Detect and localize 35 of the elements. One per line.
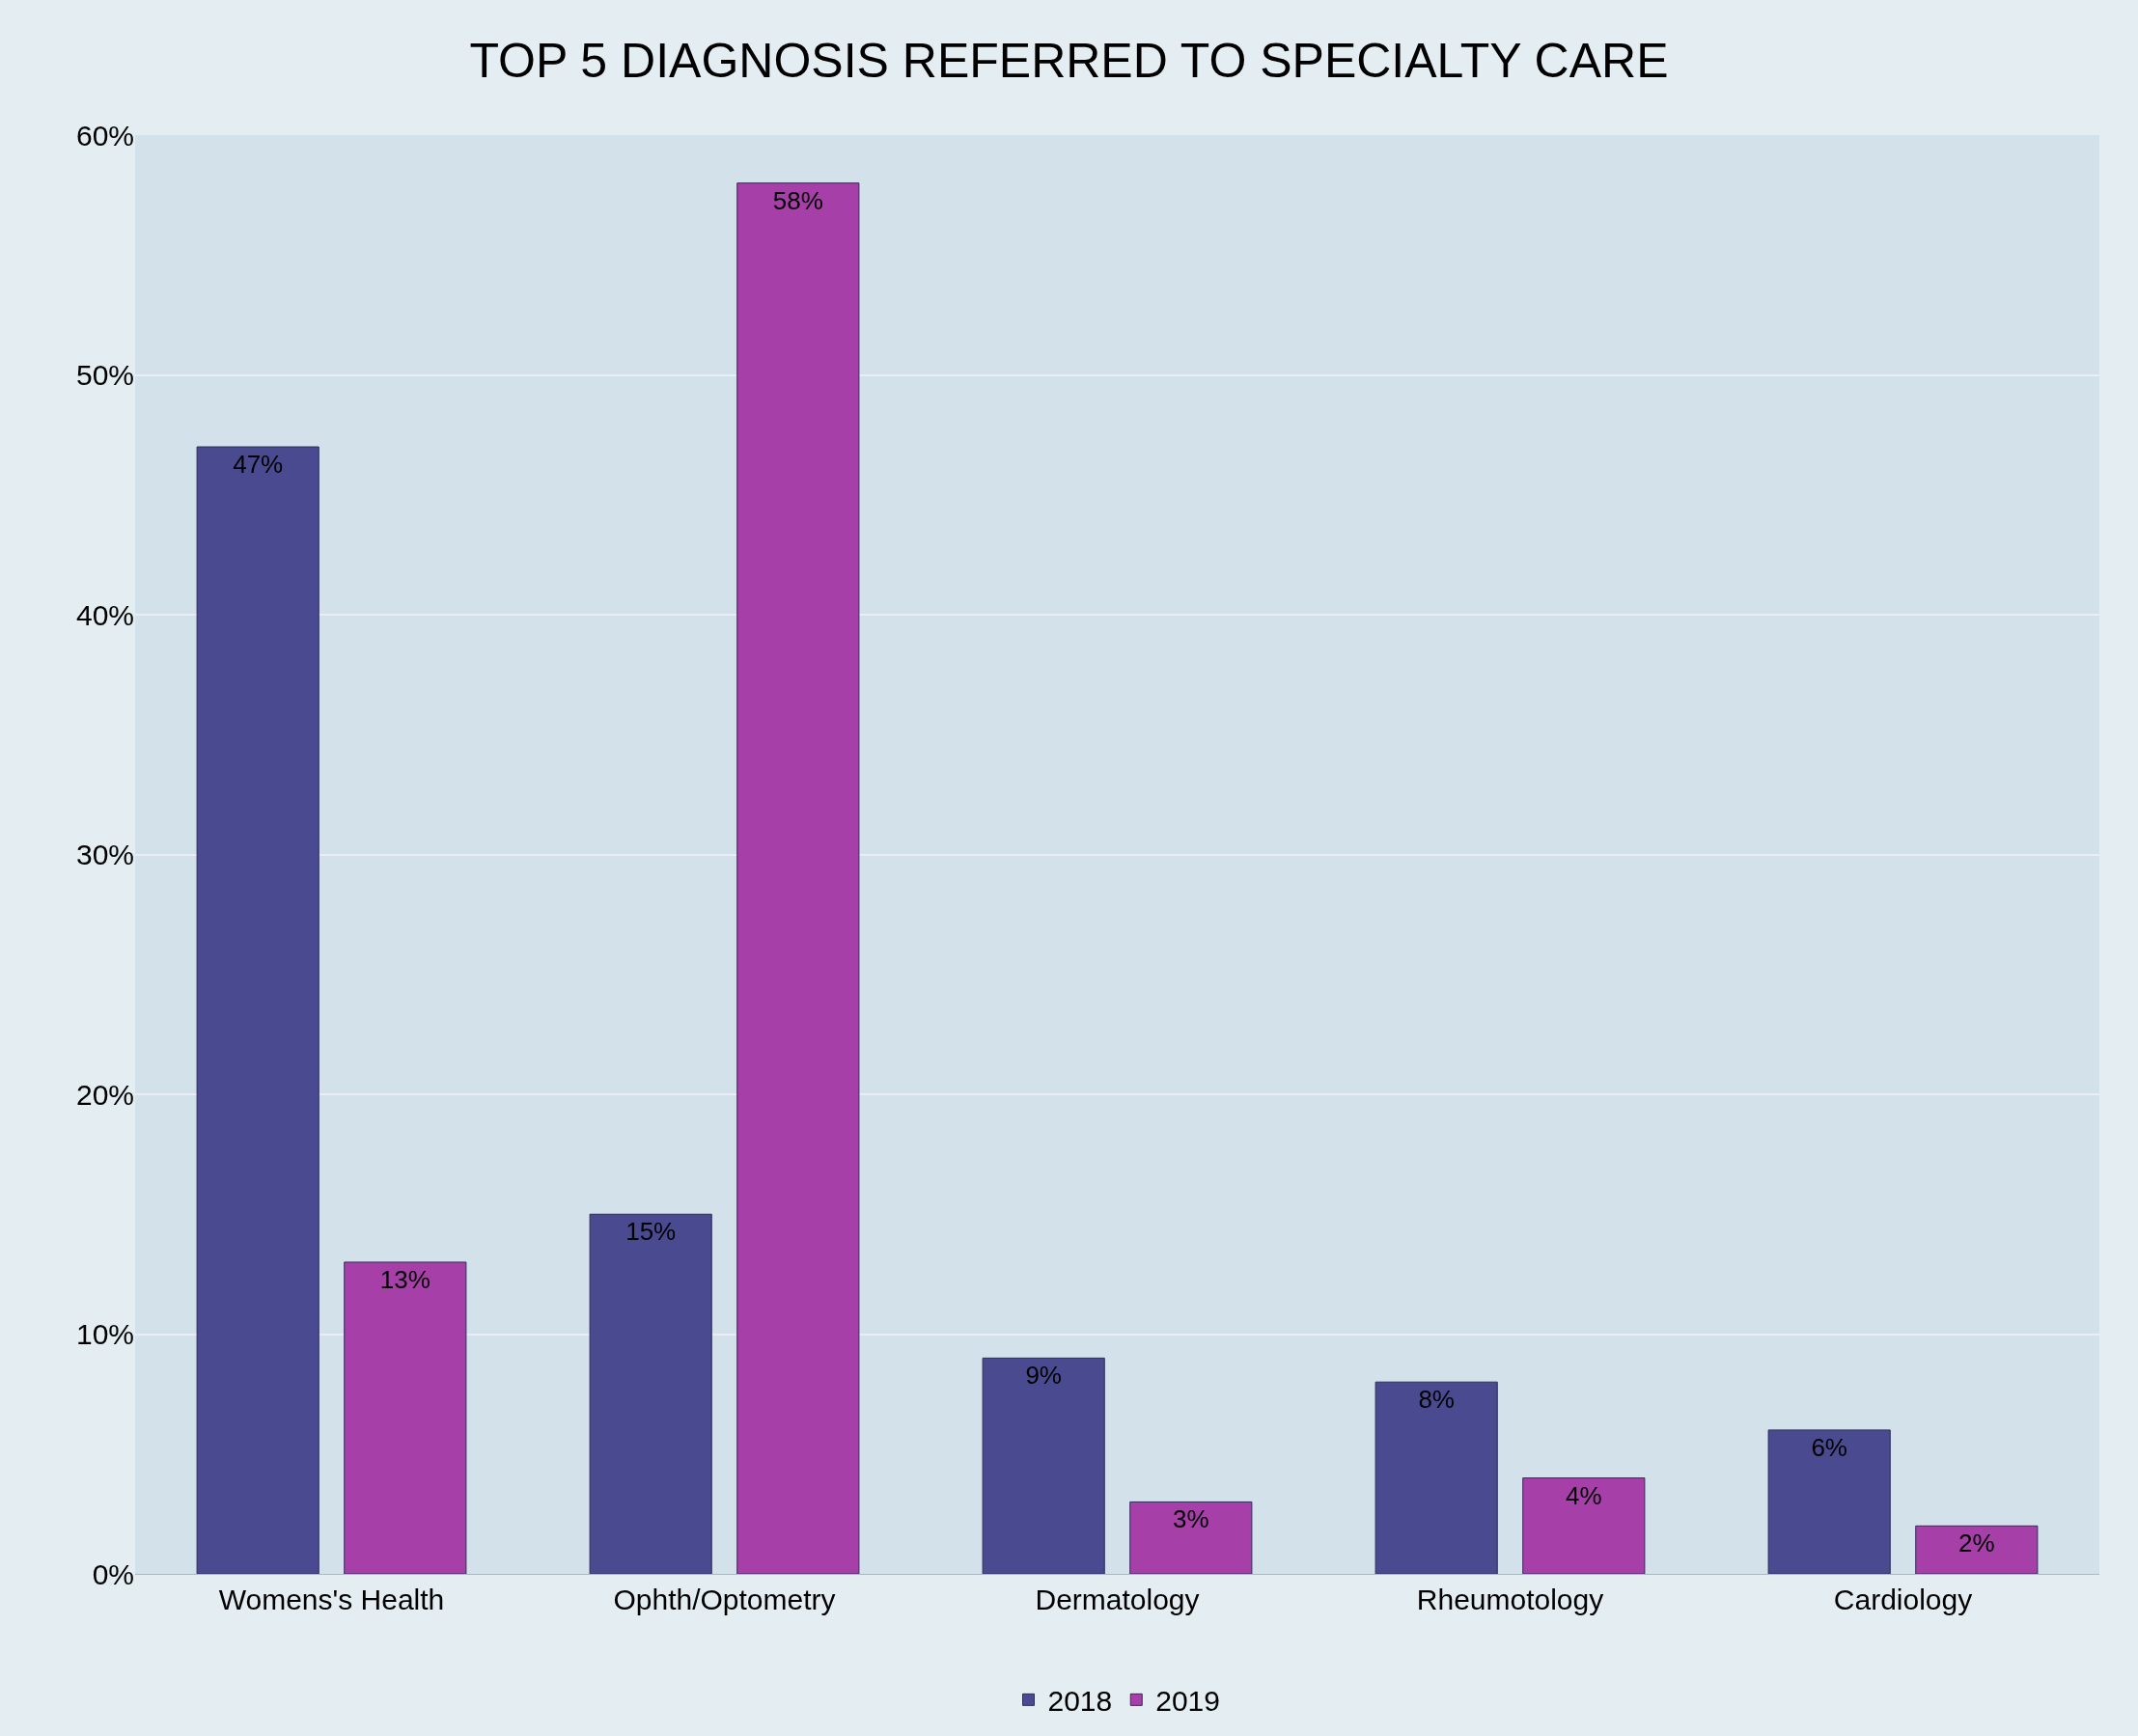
y-tick-label: 10% <box>75 1318 134 1350</box>
data-label: 6% <box>1811 1432 1847 1462</box>
legend-label: 2019 <box>1155 1685 1220 1718</box>
x-tick-label: Dermatology <box>1035 1584 1200 1615</box>
y-tick-label: 30% <box>75 839 134 870</box>
data-label: 3% <box>1173 1504 1209 1534</box>
x-tick-label: Womens's Health <box>218 1584 445 1615</box>
data-label: 47% <box>233 450 284 480</box>
y-tick-label: 50% <box>75 359 134 391</box>
data-label: 8% <box>1418 1385 1455 1415</box>
bar <box>1915 1525 2039 1574</box>
bar <box>589 1213 712 1574</box>
bar <box>982 1357 1105 1574</box>
data-label: 13% <box>379 1264 430 1294</box>
y-tick-label: 40% <box>75 598 134 631</box>
bar <box>196 446 319 1574</box>
bar <box>1374 1381 1498 1574</box>
data-label: 15% <box>625 1217 677 1247</box>
bar <box>1129 1501 1253 1574</box>
data-label: 58% <box>772 185 823 215</box>
bar <box>1522 1477 1646 1574</box>
y-tick-label: 20% <box>75 1078 134 1111</box>
y-tick-label: 0% <box>92 1557 134 1590</box>
chart-title: TOP 5 DIAGNOSIS REFERRED TO SPECIALTY CARE <box>469 33 1669 88</box>
y-tick-label: 60% <box>75 119 134 152</box>
x-tick-label: Ophth/Optometry <box>613 1584 836 1615</box>
data-label: 9% <box>1025 1361 1062 1391</box>
data-label: 2% <box>1958 1529 1995 1558</box>
x-tick-label: Cardiology <box>1833 1584 1973 1615</box>
data-label: 4% <box>1566 1480 1602 1510</box>
bar <box>736 182 860 1574</box>
x-tick-label: Rheumotology <box>1416 1584 1604 1615</box>
bar <box>344 1261 467 1574</box>
legend-label: 2018 <box>1047 1685 1113 1718</box>
bar <box>1767 1429 1891 1574</box>
